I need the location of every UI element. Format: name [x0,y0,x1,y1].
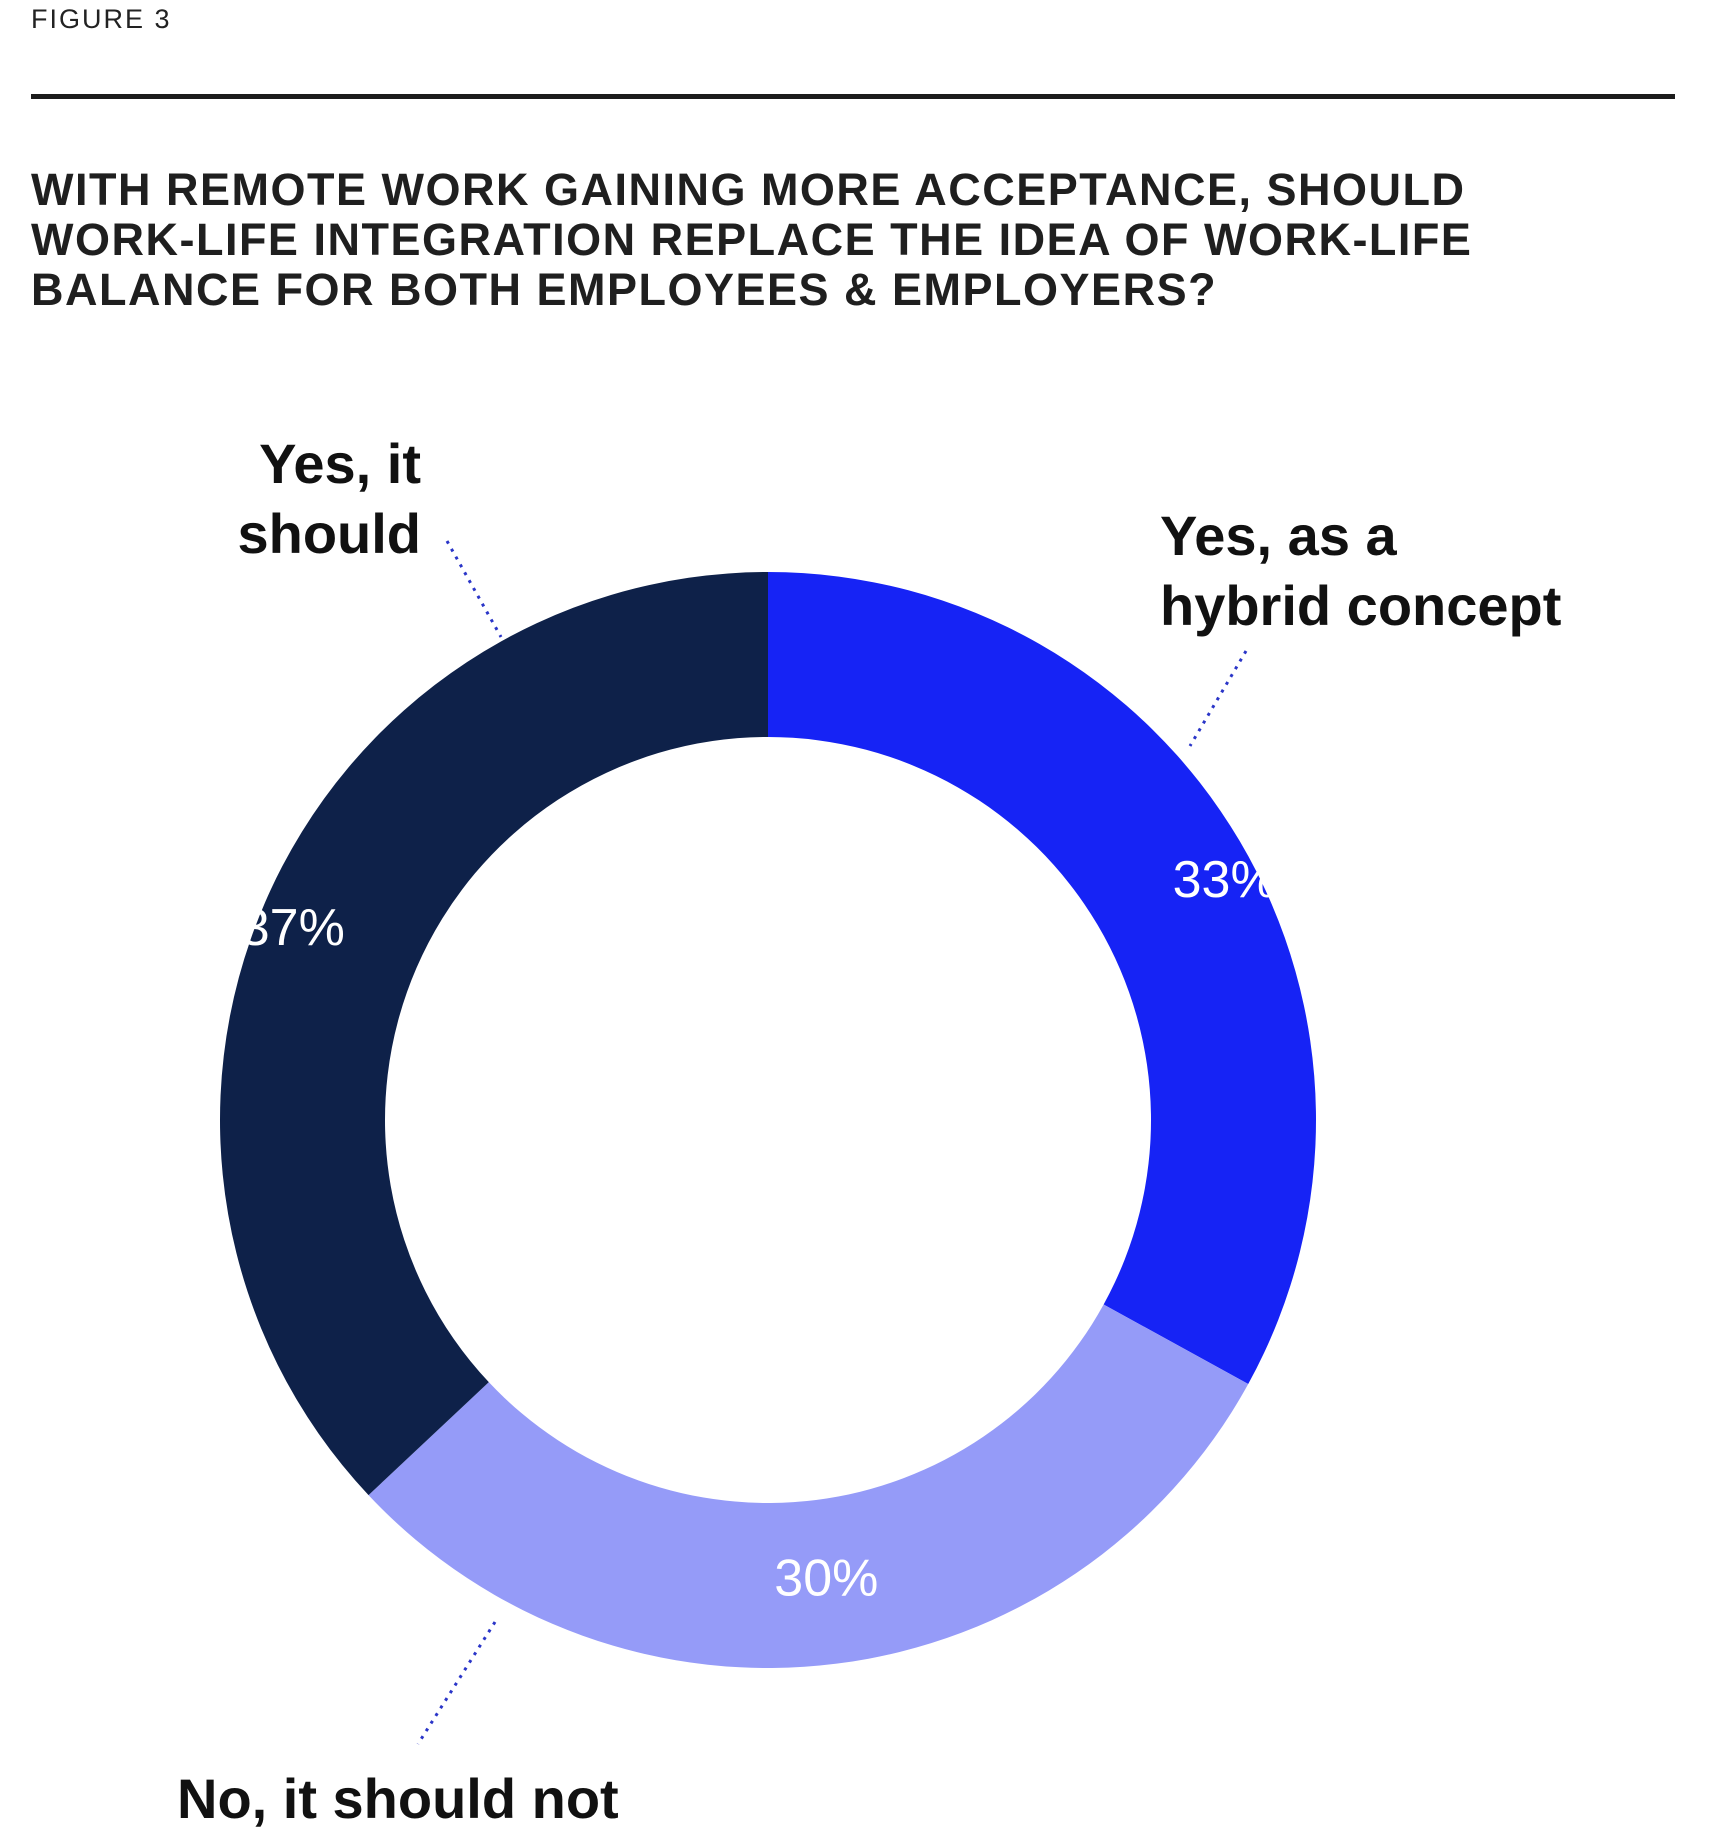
donut-slice [219,572,768,1496]
slice-category-label: Yes, as a hybrid concept [1160,504,1561,637]
title-divider [31,94,1675,99]
leader-line [416,1621,497,1745]
slice-value-label: 30% [774,1550,878,1608]
chart-title: WITH REMOTE WORK GAINING MORE ACCEPTANCE… [31,164,1473,315]
leader-line [1188,650,1248,747]
slice-value-label: 37% [241,899,345,957]
leader-line [445,540,503,638]
donut-slice [368,1304,1249,1668]
donut-slice [768,572,1316,1385]
slice-value-label: 33% [1173,851,1277,909]
slice-category-label: No, it should not [177,1767,619,1830]
slice-category-label: Yes, it should [237,432,421,565]
figure-label: FIGURE 3 [31,4,172,34]
